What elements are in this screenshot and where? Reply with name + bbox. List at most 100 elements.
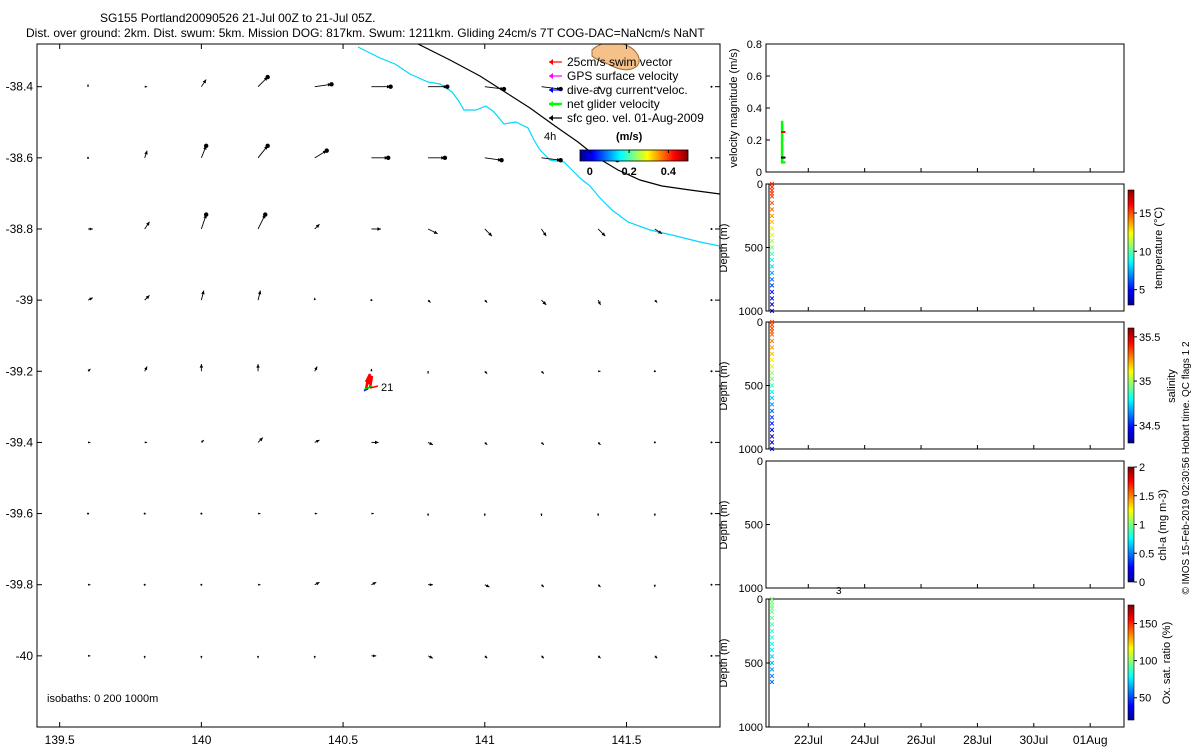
profile-point: × — [769, 374, 774, 384]
profile-point: × — [769, 236, 774, 246]
vector-arrow — [200, 79, 207, 87]
depth-tick-label: 0 — [757, 179, 763, 191]
vector-arrow — [144, 441, 148, 444]
glider-dive-label: 21 — [381, 382, 393, 394]
vector-arrow — [653, 513, 656, 516]
profile-point: × — [769, 262, 774, 272]
map-x-tick-label: 141 — [475, 733, 495, 747]
velocity-tick-label: 0.8 — [747, 39, 762, 51]
vector-arrow — [427, 299, 431, 303]
colorbar-tick-label: 1.5 — [1139, 491, 1154, 503]
map-x-tick-label: 140 — [191, 733, 211, 747]
vector-arrow — [143, 512, 146, 515]
vector-arrow — [484, 442, 488, 446]
profile-point: × — [769, 198, 774, 208]
vector-arrow — [314, 223, 320, 230]
colorbar-tick-label: 2 — [1139, 462, 1145, 474]
profile-point: × — [769, 406, 774, 416]
vector-arrow — [484, 370, 488, 374]
profile-point: × — [769, 189, 774, 199]
profile-point: × — [769, 368, 774, 378]
vector-arrow — [427, 655, 434, 659]
vector-arrow — [370, 368, 373, 372]
vector-arrow — [541, 299, 547, 306]
vector-arrow — [199, 364, 204, 372]
profile-point: × — [769, 677, 774, 687]
map-axes-box — [36, 43, 721, 728]
vector-arrow — [371, 440, 379, 445]
profile-point: × — [769, 300, 774, 310]
vector-arrow — [710, 583, 713, 586]
depth-tick-label: 1000 — [739, 722, 763, 734]
profile-point: × — [769, 412, 774, 422]
depth-tick-label: 500 — [745, 243, 763, 255]
vector-arrow — [598, 370, 601, 373]
vector-arrow — [200, 655, 203, 659]
vector-arrow — [88, 441, 91, 444]
profile-point: × — [769, 671, 774, 681]
vector-arrow — [256, 655, 260, 659]
vector-arrow — [144, 295, 150, 301]
legend-entry: sfc geo. vel. 01-Aug-2009 — [549, 111, 704, 125]
vector-arrow — [87, 368, 91, 372]
vector-arrow — [200, 143, 209, 159]
isobaths-note: isobaths: 0 200 1000m — [47, 693, 158, 705]
profile-point: × — [769, 393, 774, 403]
salinity-ylabel: Depth (m) — [718, 362, 730, 411]
profile-point: × — [769, 281, 774, 291]
vector-arrow — [541, 370, 545, 374]
profile-point: × — [769, 600, 774, 610]
legend-entry: 25cm/s swim vector — [549, 55, 672, 69]
vector-arrow — [200, 290, 205, 301]
speed-colorbar-title: (m/s) — [616, 131, 643, 143]
profile-point: × — [769, 342, 774, 352]
vector-arrow — [710, 441, 713, 444]
geostrophic-vector-field — [86, 74, 713, 659]
isobath-200m — [357, 46, 720, 247]
profile-point: × — [769, 204, 774, 214]
profile-point: × — [769, 419, 774, 429]
vector-arrow — [427, 371, 430, 374]
vector-arrow — [484, 299, 488, 303]
vector-arrow — [144, 221, 150, 230]
colorbar-tick-label: 34.5 — [1139, 420, 1160, 432]
map-panel: 21 4h 139.5 140 140.5 141 141.5 -38.4-38.6-3… — [6, 43, 721, 747]
profile-point: × — [769, 361, 774, 371]
vector-arrow — [313, 297, 316, 301]
depth-tick-label: 500 — [745, 520, 763, 532]
profile-point: × — [769, 597, 774, 607]
profile-point: × — [769, 323, 774, 333]
profile-point: × — [769, 400, 774, 410]
chlorophyll-colorbar — [1127, 466, 1135, 583]
vector-arrow — [314, 366, 318, 372]
profile-point: × — [769, 620, 774, 630]
time-tick-label: 01Aug — [1073, 733, 1108, 747]
vector-arrow — [427, 441, 434, 446]
velocity-tick-label: 0.4 — [747, 103, 762, 115]
legend-label: sfc geo. vel. 01-Aug-2009 — [567, 111, 704, 125]
vector-arrow — [483, 513, 486, 516]
profile-point: × — [769, 185, 774, 195]
vector-arrow — [314, 581, 320, 586]
vector-arrow — [654, 299, 658, 303]
map-y-tick-label: -38.4 — [6, 80, 34, 94]
vector-arrow — [710, 370, 713, 373]
colorbar-tick-label: 15 — [1139, 208, 1151, 220]
profile-point: × — [769, 268, 774, 278]
vector-arrow — [370, 299, 373, 302]
colorbar-tick-label: 50 — [1139, 693, 1151, 705]
vector-arrow — [541, 228, 547, 237]
depth-tick-label: 0 — [757, 456, 763, 468]
profile-point: × — [769, 179, 774, 189]
oxygen-ylabel: Depth (m) — [718, 639, 730, 688]
speed-colorbar: (m/s) 0 0.2 0.4 — [579, 131, 689, 178]
profile-point: × — [769, 320, 774, 330]
map-y-tick-label: -38.8 — [6, 222, 34, 236]
vector-arrow — [484, 655, 488, 659]
profile-panels: velocity magnitude (m/s) 0 0.2 0.4 0.6 0.8 D… — [718, 39, 1178, 747]
map-y-tick-label: -38.6 — [6, 151, 34, 165]
vector-arrow — [314, 148, 329, 159]
profile-point: × — [769, 192, 774, 202]
speed-colorbar-tick-label: 0.2 — [621, 166, 636, 178]
profile-point: × — [769, 249, 774, 259]
